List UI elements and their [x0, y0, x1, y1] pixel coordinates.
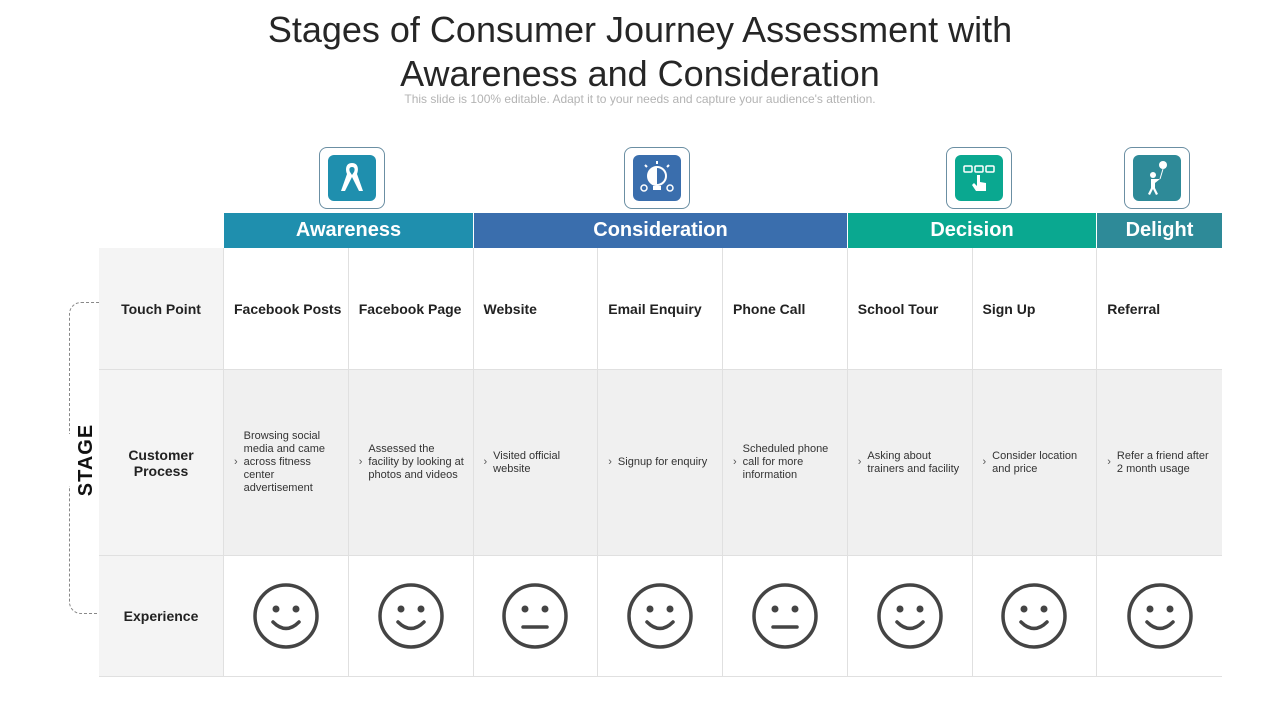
touch-point-cell: Facebook Page	[349, 248, 474, 369]
process-cell: › Scheduled phone call for more informati…	[723, 370, 848, 555]
touch-point-cell: Sign Up	[973, 248, 1098, 369]
process-cell: › Refer a friend after 2 month usage	[1097, 370, 1222, 555]
ribbon-icon	[328, 155, 376, 201]
customer-process-row: Customer Process › Browsing social media …	[99, 370, 1222, 556]
stage-header-delight: Delight	[1097, 213, 1222, 248]
neutral-face-icon	[502, 583, 569, 649]
decision-icon-frame	[946, 147, 1012, 209]
process-text: Asking about trainers and facility	[867, 449, 960, 475]
stage-header-consideration: Consideration	[474, 213, 847, 248]
happy-face-icon	[1126, 583, 1193, 649]
bullet-chevron-icon: ›	[1107, 456, 1111, 468]
process-text: Consider location and price	[992, 449, 1078, 475]
process-text: Signup for enquiry	[617, 456, 708, 468]
process-text: Browsing social media and came across fi…	[243, 430, 325, 494]
process-cell: › Asking about trainers and facility	[848, 370, 973, 555]
happy-face-icon	[627, 583, 693, 649]
touch-select-icon	[955, 155, 1003, 201]
bullet-chevron-icon: ›	[483, 456, 488, 468]
experience-cell	[598, 556, 723, 676]
process-cell: › Consider location and price	[973, 370, 1098, 555]
journey-table: Touch Point Facebook Posts Facebook Page…	[99, 248, 1222, 677]
process-cell: › Browsing social media and came across f…	[224, 370, 349, 555]
row-label-touch-point: Touch Point	[99, 248, 224, 369]
process-cell: › Signup for enquiry	[598, 370, 723, 555]
bullet-chevron-icon: ›	[982, 456, 987, 468]
happy-face-icon	[1001, 583, 1068, 649]
stage-header-decision: Decision	[848, 213, 1096, 248]
bullet-chevron-icon: ›	[608, 456, 612, 468]
row-label-experience: Experience	[99, 556, 224, 676]
happy-face-icon	[253, 583, 319, 649]
process-text: Refer a friend after 2 month usage	[1116, 449, 1209, 475]
bullet-chevron-icon: ›	[857, 456, 862, 468]
process-cell: › Visited official website	[474, 370, 599, 555]
touch-point-cell: Facebook Posts	[224, 248, 349, 369]
touch-point-cell: Email Enquiry	[598, 248, 723, 369]
process-text: Scheduled phone call for more informatio…	[742, 443, 829, 481]
experience-row: Experience	[99, 556, 1222, 677]
touch-point-cell: Website	[474, 248, 599, 369]
bullet-chevron-icon: ›	[234, 456, 238, 468]
lightbulb-icon	[633, 155, 681, 201]
experience-cell	[848, 556, 973, 676]
stage-header-awareness: Awareness	[224, 213, 473, 248]
experience-cell	[224, 556, 349, 676]
touch-point-cell: School Tour	[848, 248, 973, 369]
slide-title: Stages of Consumer Journey Assessment wi…	[0, 8, 1280, 96]
experience-cell	[973, 556, 1098, 676]
experience-cell	[349, 556, 474, 676]
process-text: Assessed the facility by looking at phot…	[368, 443, 464, 481]
process-text: Visited official website	[493, 449, 561, 475]
touch-point-row: Touch Point Facebook Posts Facebook Page…	[99, 248, 1222, 370]
delight-icon-frame	[1124, 147, 1190, 209]
touch-point-cell: Phone Call	[723, 248, 848, 369]
happy-face-icon	[876, 583, 943, 649]
neutral-face-icon	[752, 583, 818, 649]
consideration-icon-frame	[624, 147, 690, 209]
bullet-chevron-icon: ›	[358, 456, 363, 468]
process-cell: › Assessed the facility by looking at pho…	[349, 370, 474, 555]
title-line-2: Awareness and Consideration	[400, 53, 880, 94]
experience-cell	[1097, 556, 1222, 676]
experience-cell	[723, 556, 848, 676]
happy-face-icon	[377, 583, 444, 649]
title-line-1: Stages of Consumer Journey Assessment wi…	[267, 9, 1013, 50]
row-label-customer-process: Customer Process	[99, 370, 224, 555]
awareness-icon-frame	[319, 147, 385, 209]
experience-cell	[474, 556, 599, 676]
touch-point-cell: Referral	[1107, 300, 1161, 317]
bullet-chevron-icon: ›	[733, 456, 737, 468]
person-balloon-icon	[1133, 155, 1181, 201]
slide-subtitle: This slide is 100% editable. Adapt it to…	[404, 92, 876, 106]
